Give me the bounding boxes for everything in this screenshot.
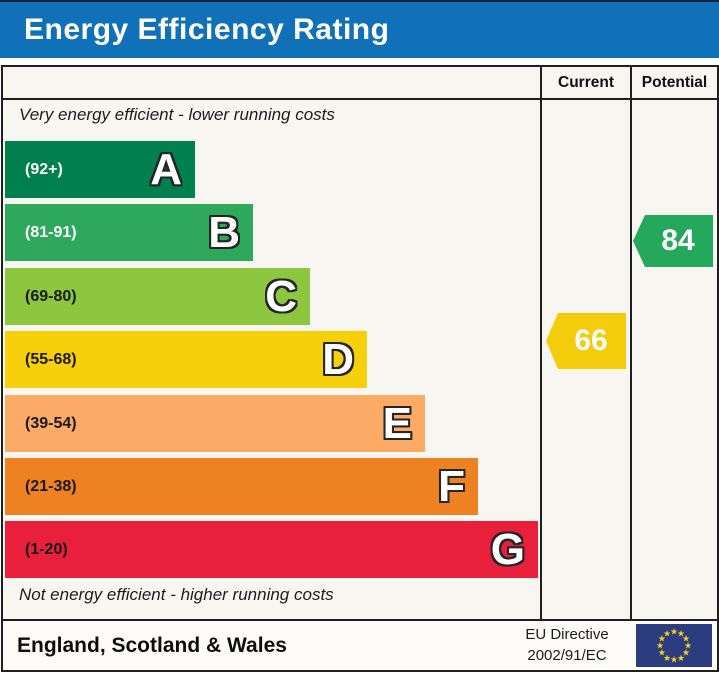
footer-row-border (3, 619, 717, 621)
svg-text:★: ★ (684, 642, 692, 652)
svg-text:★: ★ (658, 649, 666, 659)
eu-directive-line1: EU Directive (525, 626, 609, 644)
band-letter: D (322, 334, 354, 384)
svg-text:★: ★ (670, 628, 678, 638)
band-range-label: (21-38) (25, 477, 77, 495)
band-row-b: (81-91) B (5, 204, 253, 261)
band-range-label: (55-68) (25, 350, 77, 368)
band-row-e: (39-54) E (5, 395, 425, 452)
potential-rating-marker: 84 (633, 215, 713, 267)
potential-rating-value: 84 (661, 224, 695, 257)
top-border-strip (0, 0, 719, 2)
region-label: England, Scotland & Wales (17, 633, 287, 657)
band-row-c: (69-80) C (5, 268, 310, 325)
rating-table: Current Potential Very energy efficient … (1, 65, 719, 672)
eu-flag-icon: ★★★★★★★★★★★★ (636, 624, 712, 667)
band-range-label: (69-80) (25, 287, 77, 305)
band-letter: B (208, 207, 240, 257)
band-row-f: (21-38) F (5, 458, 478, 515)
current-rating-value: 66 (574, 324, 608, 357)
band-row-g: (1-20) G (5, 521, 538, 578)
eu-directive-label: EU Directive 2002/91/EC (503, 621, 631, 670)
column-divider-potential (630, 67, 632, 619)
band-row-d: (55-68) D (5, 331, 367, 388)
svg-text:★: ★ (663, 630, 671, 640)
svg-text:★: ★ (658, 635, 666, 645)
band-range-label: (81-91) (25, 223, 77, 241)
svg-text:★: ★ (656, 642, 664, 652)
band-letter: G (490, 524, 525, 574)
svg-text:★: ★ (677, 630, 685, 640)
top-note: Very energy efficient - lower running co… (19, 105, 335, 124)
svg-text:★: ★ (663, 654, 671, 664)
band-range-label: (1-20) (25, 540, 68, 558)
band-letter: A (150, 144, 182, 194)
column-divider-current (540, 67, 542, 619)
page-title: Energy Efficiency Rating (24, 13, 390, 46)
band-letter: F (438, 461, 465, 511)
column-header-current: Current (558, 73, 614, 91)
bottom-note: Not energy efficient - higher running co… (19, 585, 334, 604)
band-letter: C (265, 271, 297, 321)
band-range-label: (39-54) (25, 414, 77, 432)
svg-text:★: ★ (682, 649, 690, 659)
band-letter: E (382, 398, 412, 448)
band-range-label: (92+) (25, 160, 63, 178)
title-bar: Energy Efficiency Rating (0, 2, 719, 58)
header-row-border (3, 98, 717, 100)
svg-text:★: ★ (677, 654, 685, 664)
current-rating-marker: 66 (546, 313, 626, 369)
band-row-a: (92+) A (5, 141, 195, 198)
svg-text:★: ★ (670, 656, 678, 666)
eu-directive-line2: 2002/91/EC (527, 646, 607, 664)
svg-text:★: ★ (682, 635, 690, 645)
column-header-potential: Potential (641, 73, 708, 91)
footer-row: England, Scotland & Wales EU Directive 2… (3, 621, 717, 670)
